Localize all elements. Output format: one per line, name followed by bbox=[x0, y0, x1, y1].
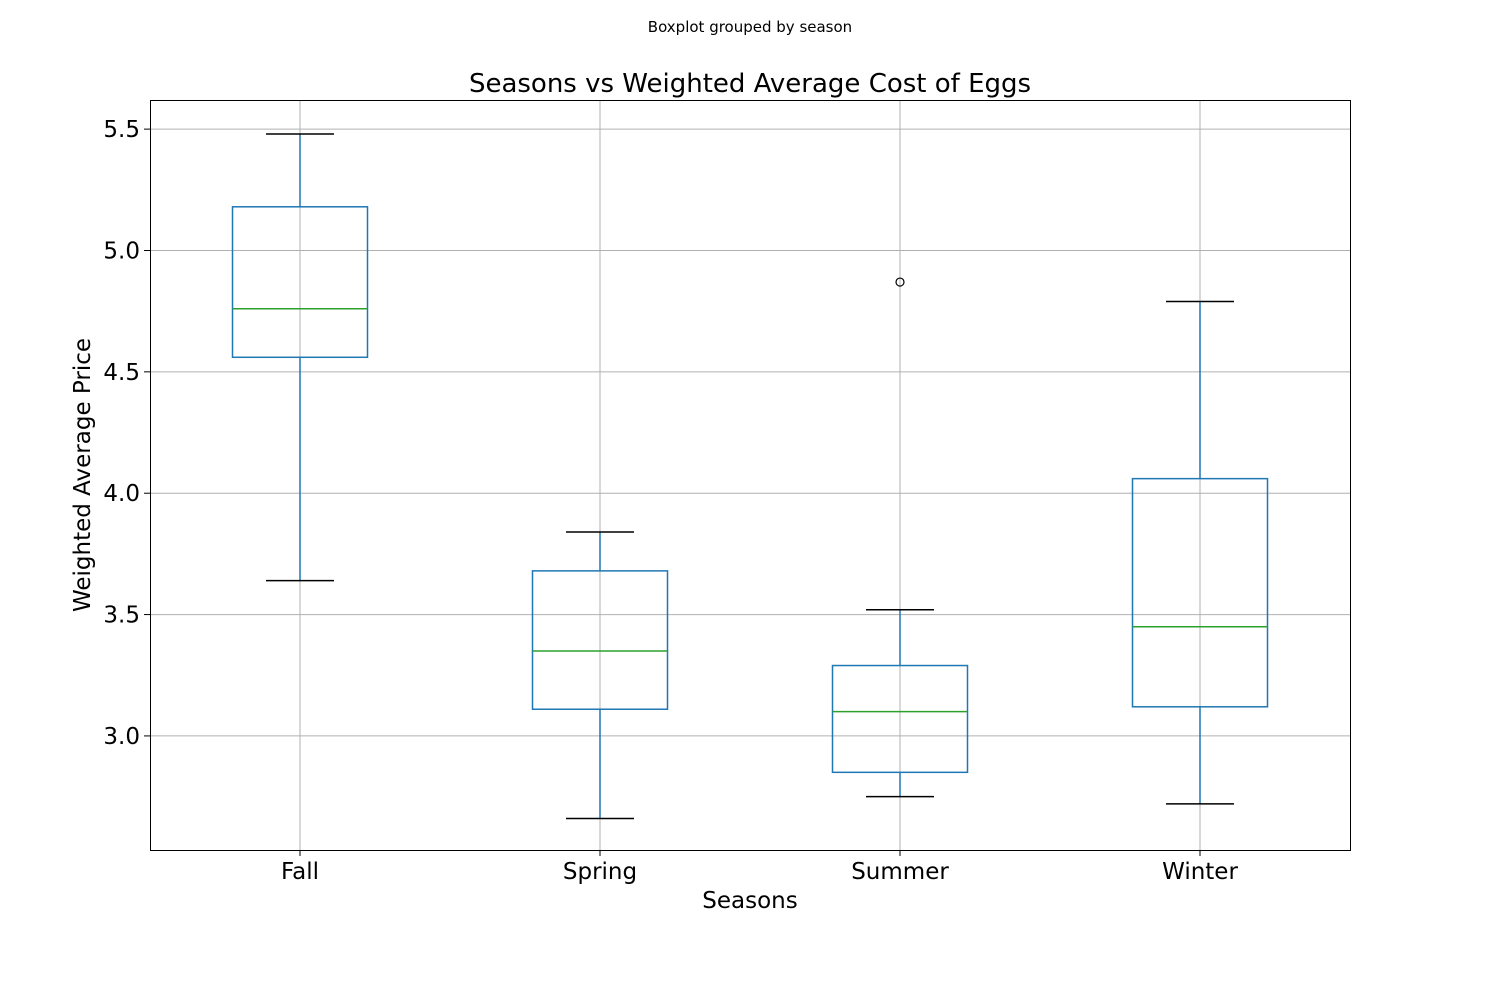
x-tick-label: Winter bbox=[1162, 859, 1238, 885]
y-axis-ticks: 3.0 3.5 4.0 4.5 5.0 5.5 bbox=[103, 117, 150, 750]
box-group-winter bbox=[1131, 300, 1269, 805]
outlier-point bbox=[895, 277, 905, 287]
y-tick-label: 5.0 bbox=[103, 238, 140, 264]
chart-title: Seasons vs Weighted Average Cost of Eggs bbox=[469, 69, 1031, 99]
figure-suptitle: Boxplot grouped by season bbox=[648, 18, 852, 36]
box-iqr bbox=[831, 664, 969, 774]
box-iqr bbox=[1131, 477, 1269, 708]
x-tick-label: Summer bbox=[851, 859, 949, 885]
x-axis-label: Seasons bbox=[702, 888, 797, 914]
plot-area-frame bbox=[150, 100, 1351, 851]
x-tick-label: Fall bbox=[281, 859, 319, 885]
y-tick-label: 3.0 bbox=[103, 724, 140, 750]
box-group-fall bbox=[231, 133, 369, 582]
x-axis-ticks: Fall Spring Summer Winter bbox=[281, 850, 1238, 885]
y-axis-label: Weighted Average Price bbox=[70, 338, 96, 612]
y-tick-label: 5.5 bbox=[103, 117, 140, 143]
box-iqr bbox=[531, 570, 669, 710]
box-group-spring bbox=[531, 531, 669, 820]
box-group-summer bbox=[831, 277, 969, 798]
y-tick-label: 3.5 bbox=[103, 603, 140, 629]
y-tick-label: 4.0 bbox=[103, 481, 140, 507]
grid-lines bbox=[150, 100, 1350, 850]
y-tick-label: 4.5 bbox=[103, 360, 140, 386]
box-elements bbox=[231, 133, 1269, 820]
box-iqr bbox=[231, 206, 369, 359]
x-tick-label: Spring bbox=[563, 859, 637, 885]
